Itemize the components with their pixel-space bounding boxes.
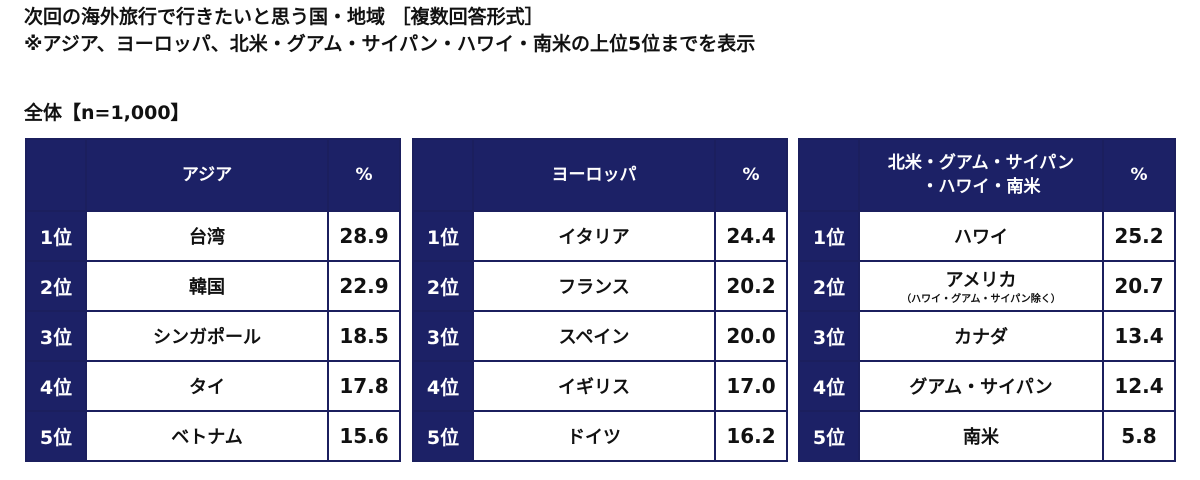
rank-label: 1位 (798, 210, 860, 262)
rank-label: 4位 (25, 360, 87, 412)
table-row: 3位 シンガポール 18.5 (25, 310, 401, 362)
title-line-2: ※アジア、ヨーロッパ、北米・グアム・サイパン・ハワイ・南米の上位5位までを表示 (24, 33, 756, 55)
table-row: 4位 イギリス 17.0 (412, 360, 788, 412)
table-row: 5位 ベトナム 15.6 (25, 410, 401, 462)
rank-label: 5位 (798, 410, 860, 462)
destination-name: スペイン (472, 310, 716, 362)
table-row: 3位 スペイン 20.0 (412, 310, 788, 362)
percent-value: 24.4 (714, 210, 788, 262)
rank-header-cell (798, 138, 860, 212)
chart-title: 次回の海外旅行で行きたいと思う国・地域 ［複数回答形式］ ※アジア、ヨーロッパ、… (24, 4, 755, 58)
rank-header-cell (25, 138, 87, 212)
region-header: ヨーロッパ (472, 138, 716, 212)
rank-label: 2位 (412, 260, 474, 312)
destination-name: カナダ (858, 310, 1104, 362)
percent-value: 5.8 (1102, 410, 1176, 462)
percent-value: 25.2 (1102, 210, 1176, 262)
percent-value: 12.4 (1102, 360, 1176, 412)
destination-name: 台湾 (85, 210, 329, 262)
rank-label: 5位 (412, 410, 474, 462)
destination-name: 南米 (858, 410, 1104, 462)
region-header-line-1: 北米・グアム・サイパン (887, 153, 1075, 173)
table-header-row: ヨーロッパ % (412, 138, 788, 212)
destination-name: フランス (472, 260, 716, 312)
region-header: 北米・グアム・サイパン ・ハワイ・南米 (858, 138, 1104, 212)
destination-name: シンガポール (85, 310, 329, 362)
table-row: 2位 韓国 22.9 (25, 260, 401, 312)
percent-header: % (327, 138, 401, 212)
destination-name: グアム・サイパン (858, 360, 1104, 412)
asia-ranking-table: アジア % 1位 台湾 28.9 2位 韓国 22.9 3位 シンガポール 18… (25, 138, 401, 462)
rank-label: 3位 (798, 310, 860, 362)
destination-cell: アメリカ （ハワイ・グアム・サイパン除く） (858, 260, 1104, 312)
destination-name: イギリス (472, 360, 716, 412)
percent-value: 20.2 (714, 260, 788, 312)
table-row: 1位 ハワイ 25.2 (798, 210, 1176, 262)
percent-value: 13.4 (1102, 310, 1176, 362)
rank-header-cell (412, 138, 474, 212)
table-header-row: アジア % (25, 138, 401, 212)
destination-name: イタリア (472, 210, 716, 262)
percent-value: 18.5 (327, 310, 401, 362)
table-header-row: 北米・グアム・サイパン ・ハワイ・南米 % (798, 138, 1176, 212)
percent-header: % (1102, 138, 1176, 212)
rank-label: 3位 (25, 310, 87, 362)
rank-label: 3位 (412, 310, 474, 362)
destination-name: アメリカ (945, 270, 1017, 291)
sample-size-label: 全体【n=1,000】 (24, 102, 190, 124)
region-header: アジア (85, 138, 329, 212)
table-row: 2位 アメリカ （ハワイ・グアム・サイパン除く） 20.7 (798, 260, 1176, 312)
destination-name: タイ (85, 360, 329, 412)
percent-value: 22.9 (327, 260, 401, 312)
europe-ranking-table: ヨーロッパ % 1位 イタリア 24.4 2位 フランス 20.2 3位 スペイ… (412, 138, 788, 462)
table-row: 1位 台湾 28.9 (25, 210, 401, 262)
table-row: 1位 イタリア 24.4 (412, 210, 788, 262)
table-row: 4位 タイ 17.8 (25, 360, 401, 412)
percent-value: 15.6 (327, 410, 401, 462)
percent-value: 20.7 (1102, 260, 1176, 312)
table-row: 2位 フランス 20.2 (412, 260, 788, 312)
table-row: 5位 南米 5.8 (798, 410, 1176, 462)
rank-label: 4位 (412, 360, 474, 412)
percent-value: 17.0 (714, 360, 788, 412)
rank-label: 5位 (25, 410, 87, 462)
rank-label: 1位 (25, 210, 87, 262)
destination-name: ハワイ (858, 210, 1104, 262)
percent-value: 16.2 (714, 410, 788, 462)
destination-name: 韓国 (85, 260, 329, 312)
destination-name: ベトナム (85, 410, 329, 462)
table-row: 4位 グアム・サイパン 12.4 (798, 360, 1176, 412)
rank-label: 2位 (798, 260, 860, 312)
table-row: 3位 カナダ 13.4 (798, 310, 1176, 362)
percent-value: 20.0 (714, 310, 788, 362)
table-row: 5位 ドイツ 16.2 (412, 410, 788, 462)
destination-name: ドイツ (472, 410, 716, 462)
title-line-1: 次回の海外旅行で行きたいと思う国・地域 ［複数回答形式］ (24, 6, 544, 28)
percent-value: 28.9 (327, 210, 401, 262)
region-header-line-2: ・ハワイ・南米 (921, 177, 1041, 197)
percent-header: % (714, 138, 788, 212)
percent-value: 17.8 (327, 360, 401, 412)
rank-label: 4位 (798, 360, 860, 412)
destination-note: （ハワイ・グアム・サイパン除く） (901, 294, 1061, 305)
rank-label: 1位 (412, 210, 474, 262)
americas-pacific-ranking-table: 北米・グアム・サイパン ・ハワイ・南米 % 1位 ハワイ 25.2 2位 アメリ… (798, 138, 1176, 462)
rank-label: 2位 (25, 260, 87, 312)
